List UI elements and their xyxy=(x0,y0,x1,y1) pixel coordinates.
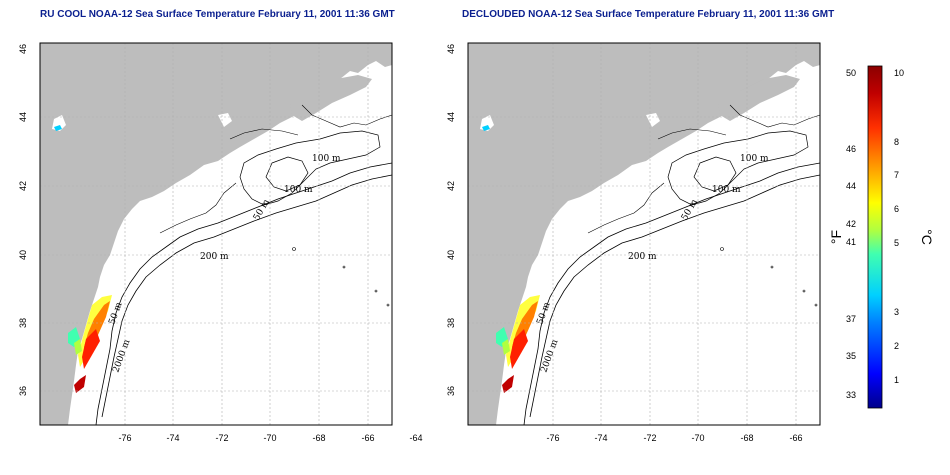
celsius-tick-label: 2 xyxy=(894,341,899,351)
celsius-tick-label: 6 xyxy=(894,204,899,214)
right-x-tick-label: -70 xyxy=(691,433,704,443)
celsius-tick-label: 7 xyxy=(894,170,899,180)
right-x-tick-label: -76 xyxy=(546,433,559,443)
colorbar-gradient xyxy=(867,65,883,409)
left-gridlines xyxy=(40,43,392,425)
fahrenheit-tick-label: 46 xyxy=(846,144,856,154)
left-panel-title: RU COOL NOAA-12 Sea Surface Temperature … xyxy=(40,9,395,20)
right-x-tick-label: -66 xyxy=(789,433,802,443)
right-contour-label-50m-b: 50 m xyxy=(535,301,552,326)
right-y-tick-label: 46 xyxy=(446,44,456,54)
celsius-unit-label: °C xyxy=(919,229,935,245)
right-map-frame xyxy=(467,42,821,426)
right-y-tick-label: 40 xyxy=(446,250,456,260)
right-map-land-and-sst xyxy=(467,42,821,426)
celsius-tick-label: 3 xyxy=(894,307,899,317)
left-x-tick-label: -64 xyxy=(409,433,422,443)
right-x-tick-label: -74 xyxy=(594,433,607,443)
left-y-tick-label: 36 xyxy=(18,386,28,396)
left-contour-label-100m-a: 100 m xyxy=(312,154,341,164)
right-y-axis: 36 38 40 42 44 46 xyxy=(446,44,456,396)
right-y-tick-label: 36 xyxy=(446,386,456,396)
right-x-tick-label: -72 xyxy=(643,433,656,443)
left-contour-label-50m-b: 50 m xyxy=(107,301,124,326)
left-x-tick-label: -74 xyxy=(166,433,179,443)
right-contour-label-50m-a: 50 m xyxy=(680,197,700,222)
left-y-tick-label: 46 xyxy=(18,44,28,54)
fahrenheit-tick-label: 37 xyxy=(846,314,856,324)
fahrenheit-unit-label: °F xyxy=(828,230,844,244)
right-panel-title: DECLOUDED NOAA-12 Sea Surface Temperatur… xyxy=(462,9,835,20)
left-x-tick-label: -66 xyxy=(361,433,374,443)
right-contour-label-100m-b: 100 m xyxy=(712,185,741,195)
fahrenheit-tick-label: 35 xyxy=(846,351,856,361)
colorbar-fahrenheit-ticks: 50 46 44 42 41 37 35 33 xyxy=(846,68,856,400)
right-contour-label-200m: 200 m xyxy=(628,252,657,262)
right-gridlines xyxy=(468,43,820,425)
left-x-tick-label: -72 xyxy=(215,433,228,443)
left-contour-label-100m-b: 100 m xyxy=(284,185,313,195)
left-map-frame xyxy=(39,42,393,426)
left-map-panel: 100 m 100 m 50 m 200 m 50 m 2000 m -76 -… xyxy=(18,42,423,443)
right-contour-label-100m-a: 100 m xyxy=(740,154,769,164)
colorbar-celsius-ticks: 10 8 7 6 5 3 2 1 xyxy=(894,68,904,385)
left-y-tick-label: 38 xyxy=(18,318,28,328)
left-x-tick-label: -76 xyxy=(118,433,131,443)
right-map-panel: 100 m 100 m 50 m 200 m 50 m 2000 m -76 -… xyxy=(446,42,821,443)
fahrenheit-tick-label: 42 xyxy=(846,219,856,229)
left-contour-label-200m: 200 m xyxy=(200,252,229,262)
fahrenheit-tick-label: 44 xyxy=(846,181,856,191)
fahrenheit-tick-label: 41 xyxy=(846,237,856,247)
celsius-tick-label: 10 xyxy=(894,68,904,78)
left-x-axis: -76 -74 -72 -70 -68 -66 -64 xyxy=(118,433,422,443)
right-x-tick-label: -68 xyxy=(740,433,753,443)
right-x-axis: -76 -74 -72 -70 -68 -66 xyxy=(546,433,802,443)
fahrenheit-tick-label: 33 xyxy=(846,390,856,400)
left-y-tick-label: 44 xyxy=(18,112,28,122)
left-y-tick-label: 42 xyxy=(18,181,28,191)
celsius-tick-label: 5 xyxy=(894,238,899,248)
right-y-tick-label: 42 xyxy=(446,181,456,191)
colorbar: 50 46 44 42 41 37 35 33 10 8 7 6 5 3 2 1… xyxy=(828,65,935,409)
right-y-tick-label: 38 xyxy=(446,318,456,328)
left-contour-label-50m-a: 50 m xyxy=(252,197,272,222)
left-x-tick-label: -68 xyxy=(312,433,325,443)
left-y-axis: 36 38 40 42 44 46 xyxy=(18,44,28,396)
celsius-tick-label: 1 xyxy=(894,375,899,385)
celsius-tick-label: 8 xyxy=(894,137,899,147)
left-x-tick-label: -70 xyxy=(263,433,276,443)
left-map-land-and-sst xyxy=(39,42,393,426)
left-y-tick-label: 40 xyxy=(18,250,28,260)
fahrenheit-tick-label: 50 xyxy=(846,68,856,78)
right-y-tick-label: 44 xyxy=(446,112,456,122)
